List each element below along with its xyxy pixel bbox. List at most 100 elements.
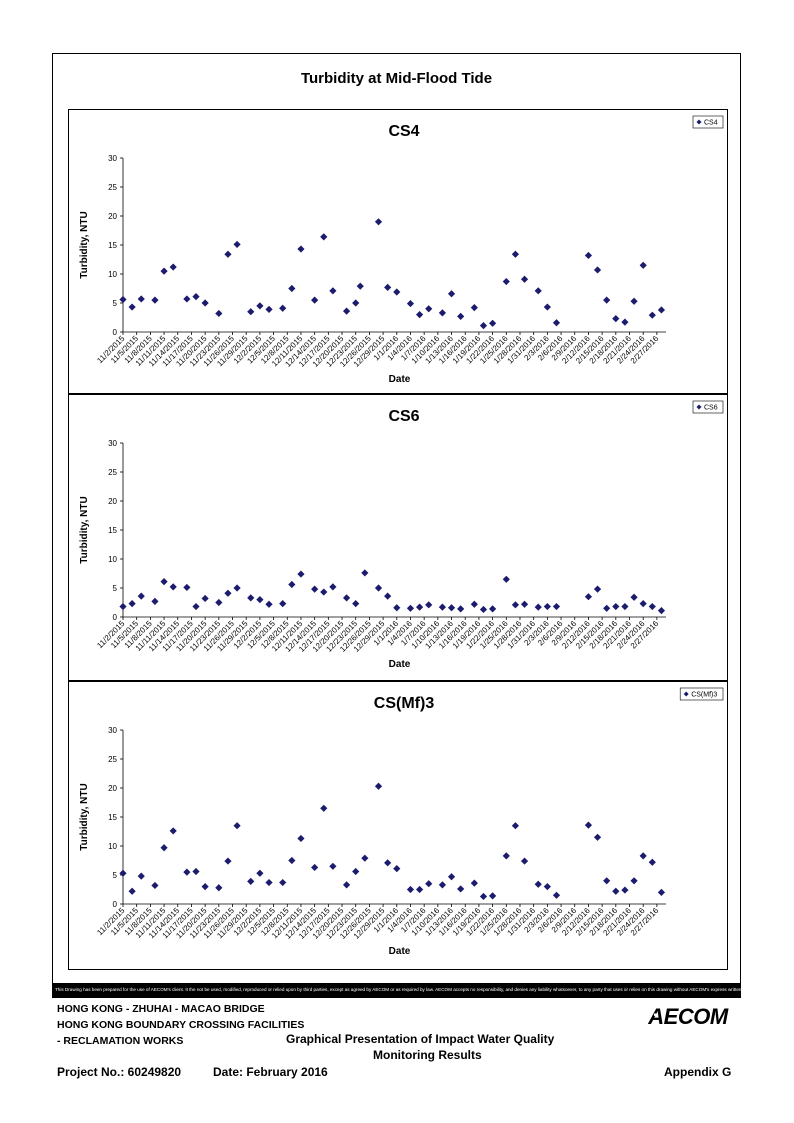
data-point [630, 877, 638, 885]
data-point [543, 883, 551, 891]
data-point [425, 880, 433, 888]
data-point [256, 596, 264, 604]
data-point [247, 594, 255, 602]
chart-title: CS(Mf)3 [374, 695, 435, 712]
data-point [520, 857, 529, 865]
report-date: Date: February 2016 [213, 1065, 328, 1079]
data-point [479, 322, 488, 330]
chart-title: CS6 [388, 408, 419, 425]
data-point [621, 602, 629, 611]
data-point [384, 859, 392, 867]
y-tick-label: 30 [108, 439, 117, 448]
y-tick-label: 10 [108, 555, 117, 564]
data-point [534, 880, 542, 888]
data-point [648, 311, 656, 319]
data-point [393, 865, 401, 873]
data-point [297, 570, 305, 578]
data-point [265, 600, 273, 608]
data-point [612, 887, 620, 895]
y-tick-label: 10 [108, 270, 117, 279]
legend-marker [696, 119, 702, 125]
data-point [639, 261, 647, 269]
y-tick-label: 15 [108, 241, 117, 250]
data-point [603, 877, 611, 885]
data-point [215, 884, 223, 892]
data-point [552, 319, 561, 327]
x-axis-label: Date [389, 374, 411, 385]
data-point [329, 287, 337, 295]
data-point [447, 604, 456, 612]
project-name-line1: HONG KONG - ZHUHAI - MACAO BRIDGE [57, 1003, 265, 1015]
legend-box [679, 687, 724, 701]
y-tick-label: 30 [108, 154, 117, 163]
data-point [543, 602, 551, 611]
data-point [279, 878, 287, 887]
data-point [311, 296, 319, 304]
data-point [201, 883, 209, 891]
data-point [233, 584, 241, 592]
data-point [384, 283, 392, 291]
chart-title: CS4 [388, 123, 419, 140]
data-point [279, 304, 287, 312]
data-point [265, 878, 273, 887]
y-tick-label: 20 [108, 212, 117, 221]
data-point [352, 867, 360, 876]
data-point [169, 827, 177, 835]
data-point [183, 583, 191, 592]
data-point [137, 592, 145, 600]
data-point [470, 879, 478, 887]
data-point [384, 592, 392, 600]
data-point [648, 602, 656, 611]
data-point [329, 862, 337, 870]
data-point [593, 266, 602, 274]
data-point [352, 600, 360, 608]
data-point [342, 881, 351, 889]
data-point [425, 305, 433, 313]
data-point [342, 307, 351, 315]
data-point [479, 892, 488, 901]
data-point [320, 588, 328, 596]
y-tick-label: 20 [108, 784, 117, 793]
data-point [374, 782, 383, 790]
data-point [630, 297, 638, 305]
data-point [160, 844, 168, 852]
data-point [438, 881, 447, 889]
data-point [224, 589, 232, 597]
data-point [438, 309, 447, 317]
y-tick-label: 0 [113, 900, 118, 909]
x-axis-label: Date [389, 659, 411, 670]
y-tick-label: 15 [108, 813, 117, 822]
data-point [374, 584, 383, 592]
data-point [406, 604, 415, 612]
data-point [511, 601, 520, 609]
data-point [233, 822, 241, 830]
data-point [192, 293, 200, 301]
data-point [169, 583, 177, 591]
legend: CS4 [692, 115, 724, 129]
data-point [552, 602, 561, 611]
data-point [630, 593, 638, 601]
data-point [361, 854, 369, 862]
chart-csmf3: CS(Mf)3 CS(Mf)305101520253011/2/201511/5/… [79, 687, 724, 957]
chart-panel-cs6: CS6 CS6 0 5 10 15 20 25 30 11/2/2015 11/5/2015 11/8… [68, 394, 728, 681]
data-point [393, 604, 401, 612]
legend-marker [683, 691, 689, 697]
chart-cs6: CS6 CS605101520253011/2/201511/5/201511/8… [79, 400, 724, 670]
data-point [137, 872, 145, 880]
data-point [406, 299, 415, 308]
data-point [543, 303, 551, 311]
data-point [288, 856, 296, 865]
data-point [192, 602, 200, 611]
y-tick-label: 0 [113, 613, 118, 622]
y-tick-label: 5 [113, 584, 118, 593]
data-point [247, 308, 255, 316]
y-tick-label: 0 [113, 328, 118, 337]
data-point [438, 603, 447, 611]
data-point [657, 607, 666, 615]
data-point [603, 604, 611, 612]
project-name-line2: HONG KONG BOUNDARY CROSSING FACILITIES [57, 1019, 305, 1031]
data-point [201, 299, 209, 307]
y-tick-label: 10 [108, 842, 117, 851]
data-point [288, 284, 296, 293]
data-point [657, 306, 666, 314]
